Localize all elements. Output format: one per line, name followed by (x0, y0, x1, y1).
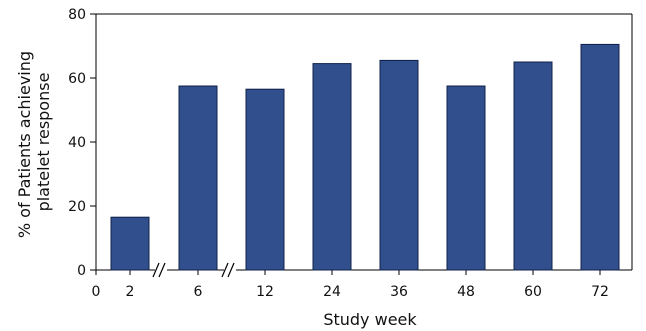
x-axis-ticks: 0 2 6 12 24 36 48 60 72 (92, 270, 609, 300)
x-axis-title: Study week (323, 310, 417, 329)
x-tick-label: 2 (126, 284, 135, 300)
x-tick-label: 60 (524, 284, 542, 300)
bar-week-24 (313, 64, 351, 270)
axis-break-mark (159, 263, 165, 277)
x-tick-label: 24 (323, 284, 341, 300)
x-tick-label: 0 (92, 284, 101, 300)
bars (111, 44, 619, 270)
bar-week-36 (380, 60, 418, 270)
x-tick-label: 36 (390, 284, 408, 300)
bar-week-72 (581, 44, 619, 270)
y-tick-label: 40 (68, 135, 86, 151)
y-axis-title: % of Patients achieving platelet respons… (15, 46, 53, 238)
x-tick-label: 6 (194, 284, 203, 300)
y-axis-title-line-1: % of Patients achieving (15, 51, 34, 238)
x-tick-label: 12 (256, 284, 274, 300)
y-tick-label: 80 (68, 7, 86, 23)
y-axis-title-line-2: platelet response (34, 73, 53, 212)
axis-break-mark (228, 263, 234, 277)
y-tick-label: 20 (68, 199, 86, 215)
bar-week-2 (111, 217, 149, 270)
y-tick-label: 0 (77, 263, 86, 279)
x-tick-label: 72 (591, 284, 609, 300)
bar-week-12 (246, 89, 284, 270)
x-tick-label: 48 (457, 284, 475, 300)
bar-week-48 (447, 86, 485, 270)
bar-week-6 (179, 86, 217, 270)
y-tick-label: 60 (68, 71, 86, 87)
y-axis-ticks: 0 20 40 60 80 (68, 7, 96, 279)
bar-week-60 (514, 62, 552, 270)
